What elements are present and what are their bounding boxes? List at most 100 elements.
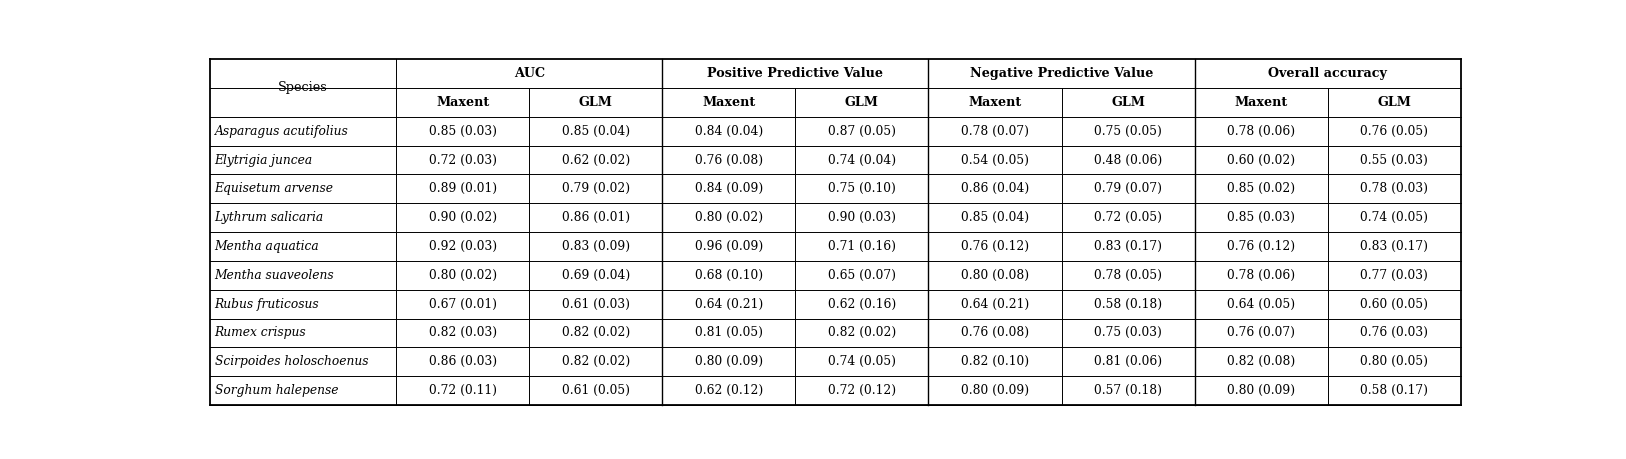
Text: Maxent: Maxent — [436, 96, 489, 109]
Text: Lythrum salicaria: Lythrum salicaria — [215, 211, 324, 224]
Text: 0.86 (0.03): 0.86 (0.03) — [429, 355, 496, 368]
Text: 0.82 (0.02): 0.82 (0.02) — [561, 326, 629, 340]
Text: 0.90 (0.02): 0.90 (0.02) — [429, 211, 496, 224]
Text: 0.76 (0.12): 0.76 (0.12) — [1228, 240, 1296, 253]
Text: 0.54 (0.05): 0.54 (0.05) — [961, 153, 1029, 167]
Text: GLM: GLM — [1377, 96, 1411, 109]
Text: 0.76 (0.08): 0.76 (0.08) — [694, 153, 763, 167]
Text: 0.64 (0.21): 0.64 (0.21) — [961, 297, 1029, 311]
Text: Rumex crispus: Rumex crispus — [215, 326, 306, 340]
Text: 0.76 (0.03): 0.76 (0.03) — [1361, 326, 1428, 340]
Text: 0.83 (0.17): 0.83 (0.17) — [1094, 240, 1163, 253]
Text: 0.82 (0.10): 0.82 (0.10) — [961, 355, 1029, 368]
Text: Negative Predictive Value: Negative Predictive Value — [969, 67, 1153, 80]
Text: 0.80 (0.02): 0.80 (0.02) — [429, 269, 496, 282]
Text: 0.86 (0.01): 0.86 (0.01) — [561, 211, 629, 224]
Text: Mentha suaveolens: Mentha suaveolens — [215, 269, 335, 282]
Text: 0.60 (0.02): 0.60 (0.02) — [1228, 153, 1296, 167]
Text: 0.67 (0.01): 0.67 (0.01) — [429, 297, 496, 311]
Text: 0.81 (0.06): 0.81 (0.06) — [1094, 355, 1163, 368]
Text: 0.85 (0.02): 0.85 (0.02) — [1228, 182, 1296, 196]
Text: 0.80 (0.02): 0.80 (0.02) — [694, 211, 763, 224]
Text: Maxent: Maxent — [969, 96, 1021, 109]
Text: 0.85 (0.03): 0.85 (0.03) — [1228, 211, 1296, 224]
Text: 0.60 (0.05): 0.60 (0.05) — [1361, 297, 1428, 311]
Text: 0.71 (0.16): 0.71 (0.16) — [828, 240, 896, 253]
Text: Equisetum arvense: Equisetum arvense — [215, 182, 333, 196]
Text: 0.74 (0.05): 0.74 (0.05) — [1361, 211, 1428, 224]
Text: 0.82 (0.02): 0.82 (0.02) — [561, 355, 629, 368]
Text: 0.87 (0.05): 0.87 (0.05) — [828, 125, 896, 138]
Text: 0.62 (0.12): 0.62 (0.12) — [694, 384, 763, 397]
Text: Mentha aquatica: Mentha aquatica — [215, 240, 319, 253]
Text: 0.64 (0.05): 0.64 (0.05) — [1228, 297, 1296, 311]
Text: 0.76 (0.12): 0.76 (0.12) — [961, 240, 1029, 253]
Text: 0.78 (0.06): 0.78 (0.06) — [1228, 269, 1296, 282]
Text: 0.82 (0.03): 0.82 (0.03) — [429, 326, 496, 340]
Text: Overall accuracy: Overall accuracy — [1268, 67, 1387, 80]
Text: 0.82 (0.02): 0.82 (0.02) — [828, 326, 896, 340]
Text: 0.64 (0.21): 0.64 (0.21) — [694, 297, 763, 311]
Text: 0.80 (0.09): 0.80 (0.09) — [1228, 384, 1296, 397]
Text: GLM: GLM — [846, 96, 878, 109]
Text: Scirpoides holoschoenus: Scirpoides holoschoenus — [215, 355, 367, 368]
Text: 0.78 (0.06): 0.78 (0.06) — [1228, 125, 1296, 138]
Text: 0.78 (0.05): 0.78 (0.05) — [1094, 269, 1163, 282]
Text: 0.85 (0.04): 0.85 (0.04) — [961, 211, 1029, 224]
Text: 0.62 (0.02): 0.62 (0.02) — [561, 153, 629, 167]
Text: 0.81 (0.05): 0.81 (0.05) — [694, 326, 763, 340]
Text: Asparagus acutifolius: Asparagus acutifolius — [215, 125, 348, 138]
Text: Positive Predictive Value: Positive Predictive Value — [707, 67, 883, 80]
Text: 0.90 (0.03): 0.90 (0.03) — [828, 211, 896, 224]
Text: 0.84 (0.09): 0.84 (0.09) — [694, 182, 763, 196]
Text: AUC: AUC — [514, 67, 545, 80]
Text: 0.84 (0.04): 0.84 (0.04) — [694, 125, 763, 138]
Text: 0.92 (0.03): 0.92 (0.03) — [429, 240, 496, 253]
Text: 0.72 (0.03): 0.72 (0.03) — [429, 153, 496, 167]
Text: 0.85 (0.04): 0.85 (0.04) — [561, 125, 629, 138]
Text: 0.86 (0.04): 0.86 (0.04) — [961, 182, 1029, 196]
Text: 0.69 (0.04): 0.69 (0.04) — [561, 269, 629, 282]
Text: 0.89 (0.01): 0.89 (0.01) — [429, 182, 496, 196]
Text: 0.83 (0.09): 0.83 (0.09) — [561, 240, 629, 253]
Text: 0.58 (0.17): 0.58 (0.17) — [1361, 384, 1428, 397]
Text: 0.76 (0.08): 0.76 (0.08) — [961, 326, 1029, 340]
Text: 0.96 (0.09): 0.96 (0.09) — [694, 240, 763, 253]
Text: Maxent: Maxent — [702, 96, 756, 109]
Text: 0.80 (0.05): 0.80 (0.05) — [1361, 355, 1428, 368]
Text: 0.72 (0.12): 0.72 (0.12) — [828, 384, 896, 397]
Text: 0.55 (0.03): 0.55 (0.03) — [1361, 153, 1428, 167]
Text: 0.80 (0.08): 0.80 (0.08) — [961, 269, 1029, 282]
Text: 0.61 (0.05): 0.61 (0.05) — [561, 384, 629, 397]
Text: 0.78 (0.03): 0.78 (0.03) — [1361, 182, 1428, 196]
Text: 0.83 (0.17): 0.83 (0.17) — [1361, 240, 1428, 253]
Text: 0.78 (0.07): 0.78 (0.07) — [961, 125, 1029, 138]
Text: 0.68 (0.10): 0.68 (0.10) — [694, 269, 763, 282]
Text: GLM: GLM — [579, 96, 613, 109]
Text: 0.65 (0.07): 0.65 (0.07) — [828, 269, 896, 282]
Text: 0.74 (0.04): 0.74 (0.04) — [828, 153, 896, 167]
Text: Sorghum halepense: Sorghum halepense — [215, 384, 338, 397]
Text: 0.80 (0.09): 0.80 (0.09) — [961, 384, 1029, 397]
Text: Species: Species — [278, 81, 328, 94]
Text: 0.77 (0.03): 0.77 (0.03) — [1361, 269, 1428, 282]
Text: 0.61 (0.03): 0.61 (0.03) — [561, 297, 629, 311]
Text: 0.80 (0.09): 0.80 (0.09) — [694, 355, 763, 368]
Text: Elytrigia juncea: Elytrigia juncea — [215, 153, 312, 167]
Text: GLM: GLM — [1111, 96, 1145, 109]
Text: 0.75 (0.10): 0.75 (0.10) — [828, 182, 896, 196]
Text: 0.72 (0.05): 0.72 (0.05) — [1094, 211, 1163, 224]
Text: 0.85 (0.03): 0.85 (0.03) — [429, 125, 496, 138]
Text: 0.62 (0.16): 0.62 (0.16) — [828, 297, 896, 311]
Text: 0.79 (0.07): 0.79 (0.07) — [1094, 182, 1163, 196]
Text: 0.76 (0.07): 0.76 (0.07) — [1228, 326, 1296, 340]
Text: 0.82 (0.08): 0.82 (0.08) — [1228, 355, 1296, 368]
Text: 0.75 (0.03): 0.75 (0.03) — [1094, 326, 1163, 340]
Text: 0.72 (0.11): 0.72 (0.11) — [429, 384, 496, 397]
Text: 0.58 (0.18): 0.58 (0.18) — [1094, 297, 1163, 311]
Text: 0.57 (0.18): 0.57 (0.18) — [1094, 384, 1163, 397]
Text: 0.74 (0.05): 0.74 (0.05) — [828, 355, 896, 368]
Text: Rubus fruticosus: Rubus fruticosus — [215, 297, 319, 311]
Text: 0.48 (0.06): 0.48 (0.06) — [1094, 153, 1163, 167]
Text: 0.75 (0.05): 0.75 (0.05) — [1094, 125, 1163, 138]
